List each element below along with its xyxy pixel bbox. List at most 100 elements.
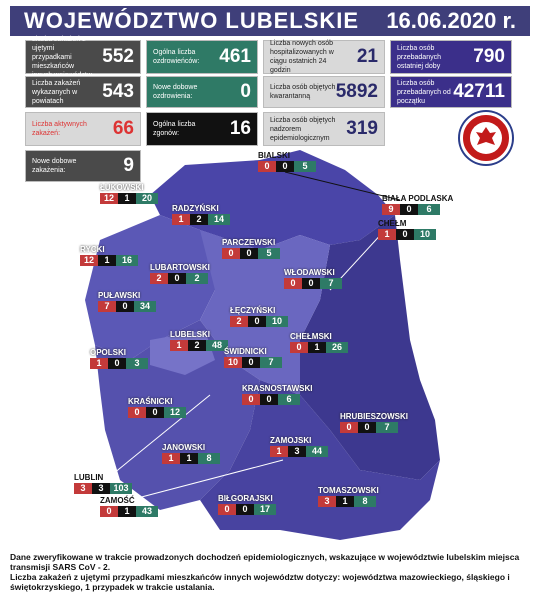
recovered-count: 34 xyxy=(134,301,156,312)
county-name: CHEŁM xyxy=(378,219,407,228)
county-name: KRASNOSTAWSKI xyxy=(242,384,313,393)
recovered-count: 3 xyxy=(126,358,148,369)
death-count: 1 xyxy=(180,453,198,464)
county-label: RYCKI 12 1 16 xyxy=(80,245,138,266)
county-name: LUBARTOWSKI xyxy=(150,263,210,272)
death-count: 1 xyxy=(118,193,136,204)
recovered-count: 103 xyxy=(110,483,132,494)
county-name: ŁĘCZYŃSKI xyxy=(230,306,276,315)
recovered-count: 7 xyxy=(376,422,398,433)
death-count: 0 xyxy=(242,357,260,368)
recovered-count: 43 xyxy=(136,506,158,517)
county-label: LUBLIN 3 3 103 xyxy=(74,473,132,494)
county-counts: 0 0 12 xyxy=(128,407,186,418)
county-name: BIŁGORAJSKI xyxy=(218,494,273,503)
active-count: 0 xyxy=(222,248,240,259)
county-label: ŚWIDNICKI 10 0 7 xyxy=(224,347,282,368)
county-label: BIALSKI 0 0 5 xyxy=(258,151,316,172)
footer-line-2: Liczba zakażeń z ujętymi przypadkami mie… xyxy=(10,572,510,592)
active-count: 0 xyxy=(100,506,118,517)
county-label: BIAŁA PODLASKA 9 0 6 xyxy=(382,194,453,215)
county-label: PUŁAWSKI 7 0 34 xyxy=(98,291,156,312)
county-name: PUŁAWSKI xyxy=(98,291,141,300)
county-label: LUBARTOWSKI 2 0 2 xyxy=(150,263,210,284)
county-label: TOMASZOWSKI 3 1 8 xyxy=(318,486,379,507)
death-count: 0 xyxy=(396,229,414,240)
recovered-count: 12 xyxy=(164,407,186,418)
recovered-count: 26 xyxy=(326,342,348,353)
recovered-count: 6 xyxy=(278,394,300,405)
county-name: CHEŁMSKI xyxy=(290,332,332,341)
county-counts: 1 3 44 xyxy=(270,446,328,457)
county-label: RADZYŃSKI 1 2 14 xyxy=(172,204,230,225)
death-count: 3 xyxy=(92,483,110,494)
county-name: ŚWIDNICKI xyxy=(224,347,267,356)
stat-tested-day: Liczba osób przebadanych ostatniej doby … xyxy=(390,40,512,74)
death-count: 0 xyxy=(236,504,254,515)
footer-notes: Dane zweryfikowane w trakcie prowadzonyc… xyxy=(10,552,530,592)
county-label: KRASNOSTAWSKI 0 0 6 xyxy=(242,384,313,405)
death-count: 0 xyxy=(302,278,320,289)
death-count: 2 xyxy=(190,214,208,225)
active-count: 9 xyxy=(382,204,400,215)
death-count: 0 xyxy=(116,301,134,312)
county-name: PARCZEWSKI xyxy=(222,238,276,247)
connector-zamosc xyxy=(129,459,284,501)
stat-quarantined: Liczba osób objętych kwarantanną 5892 xyxy=(263,76,385,108)
stat-infected-other-voiv: Liczba zakażeń z ujętymi przypadkami mie… xyxy=(25,36,141,79)
death-count: 0 xyxy=(168,273,186,284)
county-label: ZAMOŚĆ 0 1 43 xyxy=(100,496,158,517)
county-counts: 3 3 103 xyxy=(74,483,132,494)
county-counts: 0 0 17 xyxy=(218,504,276,515)
map-region-south xyxy=(200,380,440,540)
county-label: PARCZEWSKI 0 0 5 xyxy=(222,238,280,259)
active-count: 1 xyxy=(270,446,288,457)
death-count: 0 xyxy=(108,358,126,369)
recovered-count: 5 xyxy=(258,248,280,259)
county-name: BIAŁA PODLASKA xyxy=(382,194,454,203)
recovered-count: 14 xyxy=(208,214,230,225)
footer-line-1: Dane zweryfikowane w trakcie prowadzonyc… xyxy=(10,552,520,572)
county-label: KRAŚNICKI 0 0 12 xyxy=(128,397,186,418)
stat-new-daily-infected: Nowe dobowe zakażenia: 9 xyxy=(25,150,141,182)
recovered-count: 17 xyxy=(254,504,276,515)
county-name: RYCKI xyxy=(80,245,105,254)
death-count: 0 xyxy=(240,248,258,259)
death-count: 0 xyxy=(358,422,376,433)
active-count: 0 xyxy=(290,342,308,353)
active-count: 0 xyxy=(284,278,302,289)
connector-biala-podlaska xyxy=(284,171,401,201)
death-count: 0 xyxy=(260,394,278,405)
active-count: 3 xyxy=(318,496,336,507)
active-count: 1 xyxy=(162,453,180,464)
death-count: 1 xyxy=(118,506,136,517)
active-count: 0 xyxy=(218,504,236,515)
county-name: KRAŚNICKI xyxy=(128,397,173,406)
county-name: ZAMOJSKI xyxy=(270,436,312,445)
header-bar: WOJEWÓDZTWO LUBELSKIE 16.06.2020 r. xyxy=(10,6,530,36)
active-count: 0 xyxy=(128,407,146,418)
county-counts: 12 1 20 xyxy=(100,193,158,204)
county-counts: 1 0 10 xyxy=(378,229,436,240)
map-region-north xyxy=(150,150,395,250)
death-count: 1 xyxy=(98,255,116,266)
active-count: 2 xyxy=(150,273,168,284)
active-count: 12 xyxy=(100,193,118,204)
county-name: WŁODAWSKI xyxy=(284,268,335,277)
county-counts: 0 1 43 xyxy=(100,506,158,517)
county-name: LUBELSKI xyxy=(170,330,210,339)
death-count: 3 xyxy=(288,446,306,457)
county-counts: 7 0 34 xyxy=(98,301,156,312)
map-region-center xyxy=(200,230,330,395)
county-counts: 12 1 16 xyxy=(80,255,138,266)
recovered-count: 44 xyxy=(306,446,328,457)
death-count: 0 xyxy=(146,407,164,418)
county-name: JANOWSKI xyxy=(162,443,206,452)
death-count: 1 xyxy=(336,496,354,507)
